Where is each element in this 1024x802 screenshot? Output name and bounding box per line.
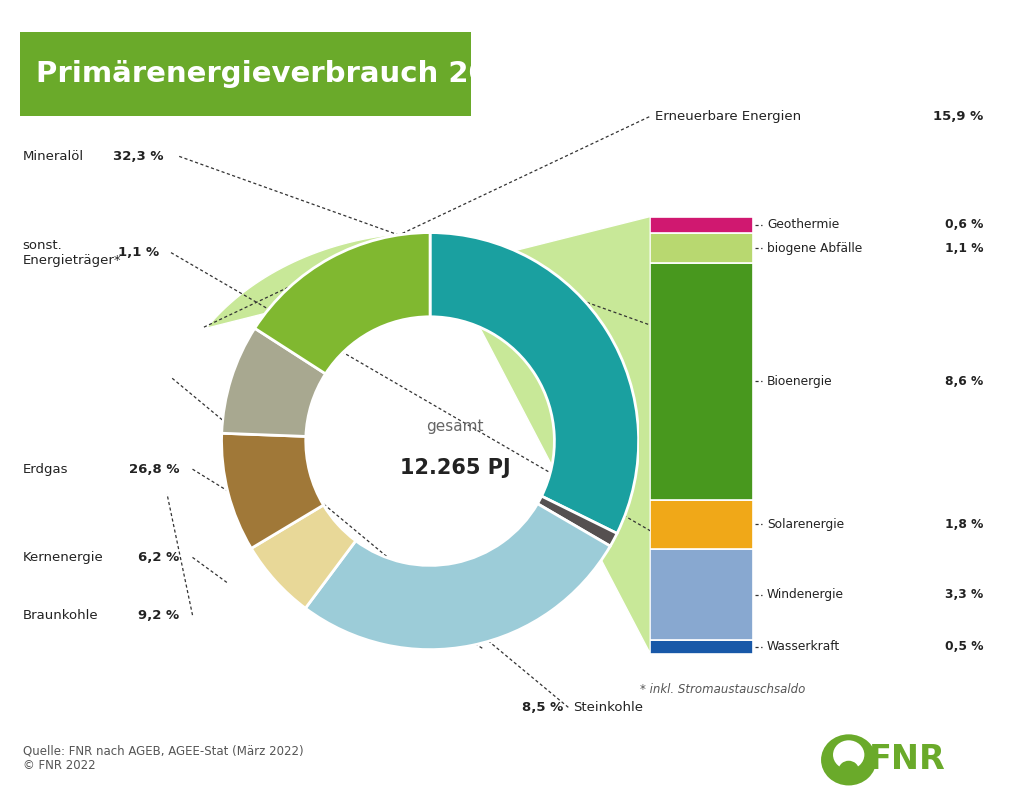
Wedge shape [538,496,617,546]
Text: Quelle: FNR nach AGEB, AGEE-Stat (März 2022)
© FNR 2022: Quelle: FNR nach AGEB, AGEE-Stat (März 2… [23,744,303,772]
Text: Geothermie: Geothermie [767,218,840,231]
Circle shape [839,761,859,780]
Text: biogene Abfälle: biogene Abfälle [767,241,862,255]
Text: 0,6 %: 0,6 % [945,218,983,231]
Text: Braunkohle: Braunkohle [23,609,98,622]
Text: * inkl. Stromaustauschsaldo: * inkl. Stromaustauschsaldo [640,683,805,696]
Text: Mineralöl: Mineralöl [23,150,84,163]
Text: 0,5 %: 0,5 % [944,640,983,654]
Text: 15,9 %: 15,9 % [933,110,983,123]
Wedge shape [251,505,355,608]
Text: sonst.
Energieträger*: sonst. Energieträger* [23,239,121,266]
Text: Kernenergie: Kernenergie [23,551,103,564]
Text: 1,1 %: 1,1 % [118,246,159,259]
Text: 1,1 %: 1,1 % [944,241,983,255]
Text: 12.265 PJ: 12.265 PJ [399,458,510,478]
Text: 6,2 %: 6,2 % [138,551,179,564]
Text: 8,6 %: 8,6 % [945,375,983,388]
Wedge shape [430,233,639,533]
Circle shape [821,735,877,785]
Text: Steinkohle: Steinkohle [573,701,643,714]
Text: Bioenergie: Bioenergie [767,375,833,388]
Text: gesamt: gesamt [426,419,484,434]
Text: Erneuerbare Energien: Erneuerbare Energien [655,110,802,123]
Bar [650,263,753,500]
Text: Primärenergieverbrauch 2021: Primärenergieverbrauch 2021 [36,60,529,87]
Bar [650,217,753,233]
Wedge shape [305,504,610,650]
Text: Wasserkraft: Wasserkraft [767,640,841,654]
Text: 1,8 %: 1,8 % [945,518,983,531]
Wedge shape [221,433,324,549]
Bar [650,549,753,640]
Text: Erdgas: Erdgas [23,463,68,476]
Text: 8,5 %: 8,5 % [522,701,563,714]
Polygon shape [206,217,650,654]
Text: 3,3 %: 3,3 % [945,588,983,601]
Wedge shape [255,233,430,374]
Bar [650,233,753,263]
Text: 26,8 %: 26,8 % [129,463,179,476]
Text: FNR: FNR [869,743,946,776]
Wedge shape [222,328,326,436]
Text: 32,3 %: 32,3 % [114,150,164,163]
FancyBboxPatch shape [20,32,471,116]
Bar [650,640,753,654]
Text: Solarenergie: Solarenergie [767,518,844,531]
Text: Windenergie: Windenergie [767,588,844,601]
Circle shape [834,740,864,769]
Bar [650,500,753,549]
Text: 9,2 %: 9,2 % [138,609,179,622]
